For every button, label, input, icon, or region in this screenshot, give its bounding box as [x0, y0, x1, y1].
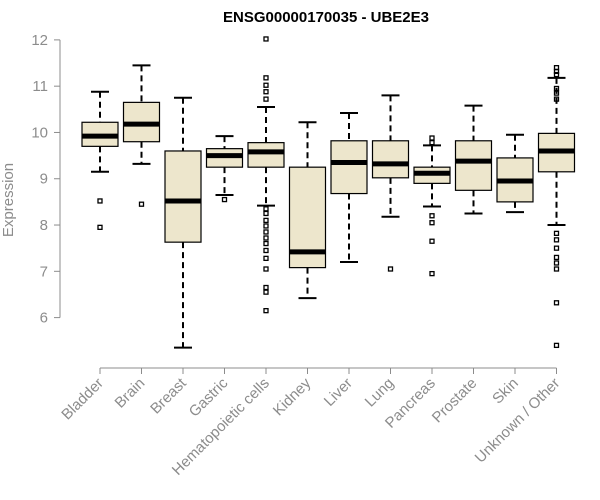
y-tick-label: 6 — [40, 310, 48, 327]
box-body — [164, 150, 202, 243]
outlier-point — [553, 245, 560, 251]
outlier-point — [553, 254, 560, 261]
outlier-point — [553, 71, 560, 78]
box-body — [454, 140, 493, 191]
outlier-point — [553, 342, 560, 349]
box-liver — [330, 112, 368, 264]
outlier-point — [553, 90, 560, 96]
y-axis-label: Expression — [0, 163, 17, 237]
box-gastric — [205, 135, 244, 203]
box-pancreas — [413, 135, 451, 277]
outlier-point — [429, 270, 435, 277]
outlier-point — [263, 289, 269, 295]
box-body — [371, 140, 410, 179]
outlier-point — [221, 196, 228, 203]
outlier-point — [553, 260, 560, 266]
outlier-point — [429, 135, 435, 141]
outlier-point — [263, 255, 269, 262]
outlier-point — [263, 266, 269, 272]
outlier-point — [553, 230, 560, 237]
outlier-point — [263, 284, 269, 291]
x-tick-label: Skin — [489, 375, 522, 408]
outlier-point — [263, 247, 269, 254]
x-tick-label: Bladder — [58, 375, 107, 424]
box-lung — [371, 94, 410, 272]
outlier-point — [263, 210, 269, 217]
outlier-point — [263, 82, 269, 88]
outlier-point — [263, 217, 269, 224]
outlier-point — [387, 266, 394, 272]
box-unknown-other — [537, 65, 576, 349]
outlier-point — [429, 139, 435, 146]
box-hematopoietic-cells — [247, 36, 285, 314]
y-tick-label: 7 — [40, 263, 48, 280]
outlier-point — [263, 96, 269, 102]
x-tick-label: Breast — [147, 374, 190, 417]
outlier-point — [429, 213, 435, 219]
outlier-point — [553, 96, 560, 102]
outlier-point — [263, 75, 269, 81]
box-body — [330, 140, 368, 195]
outlier-point — [553, 237, 560, 243]
x-tick-label: Liver — [321, 375, 356, 410]
box-bladder — [81, 90, 119, 230]
y-tick-label: 10 — [31, 124, 48, 141]
outlier-point — [553, 68, 560, 75]
box-brain — [122, 64, 161, 207]
x-tick-label: Brain — [112, 375, 149, 412]
box-kidney — [288, 121, 327, 300]
outlier-point — [263, 229, 269, 235]
box-prostate — [454, 104, 493, 215]
outlier-point — [429, 238, 435, 244]
outlier-point — [97, 224, 103, 230]
outlier-point — [263, 89, 269, 95]
y-tick-label: 12 — [31, 32, 48, 49]
outlier-point — [429, 220, 435, 226]
y-tick-label: 9 — [40, 171, 48, 188]
outlier-point — [97, 198, 103, 204]
outlier-point — [553, 300, 560, 306]
y-tick-label: 8 — [40, 217, 48, 234]
box-breast — [164, 96, 202, 349]
outlier-point — [263, 308, 269, 314]
chart-title: ENSG00000170035 - UBE2E3 — [223, 9, 429, 26]
outlier-point — [138, 201, 145, 207]
outlier-point — [263, 223, 269, 229]
box-skin — [496, 133, 534, 214]
outlier-point — [263, 235, 269, 241]
outlier-point — [553, 266, 560, 272]
box-series — [81, 36, 576, 349]
outlier-point — [263, 240, 269, 247]
y-axis: 6 7 8 9 10 11 12 — [31, 32, 61, 327]
x-tick-label: Lung — [362, 375, 398, 411]
outlier-point — [263, 36, 269, 42]
x-tick-label: Prostate — [429, 375, 481, 427]
x-tick-label: Kidney — [270, 374, 315, 419]
box-body — [247, 142, 285, 168]
y-tick-label: 11 — [32, 78, 48, 95]
outlier-point — [263, 206, 269, 212]
